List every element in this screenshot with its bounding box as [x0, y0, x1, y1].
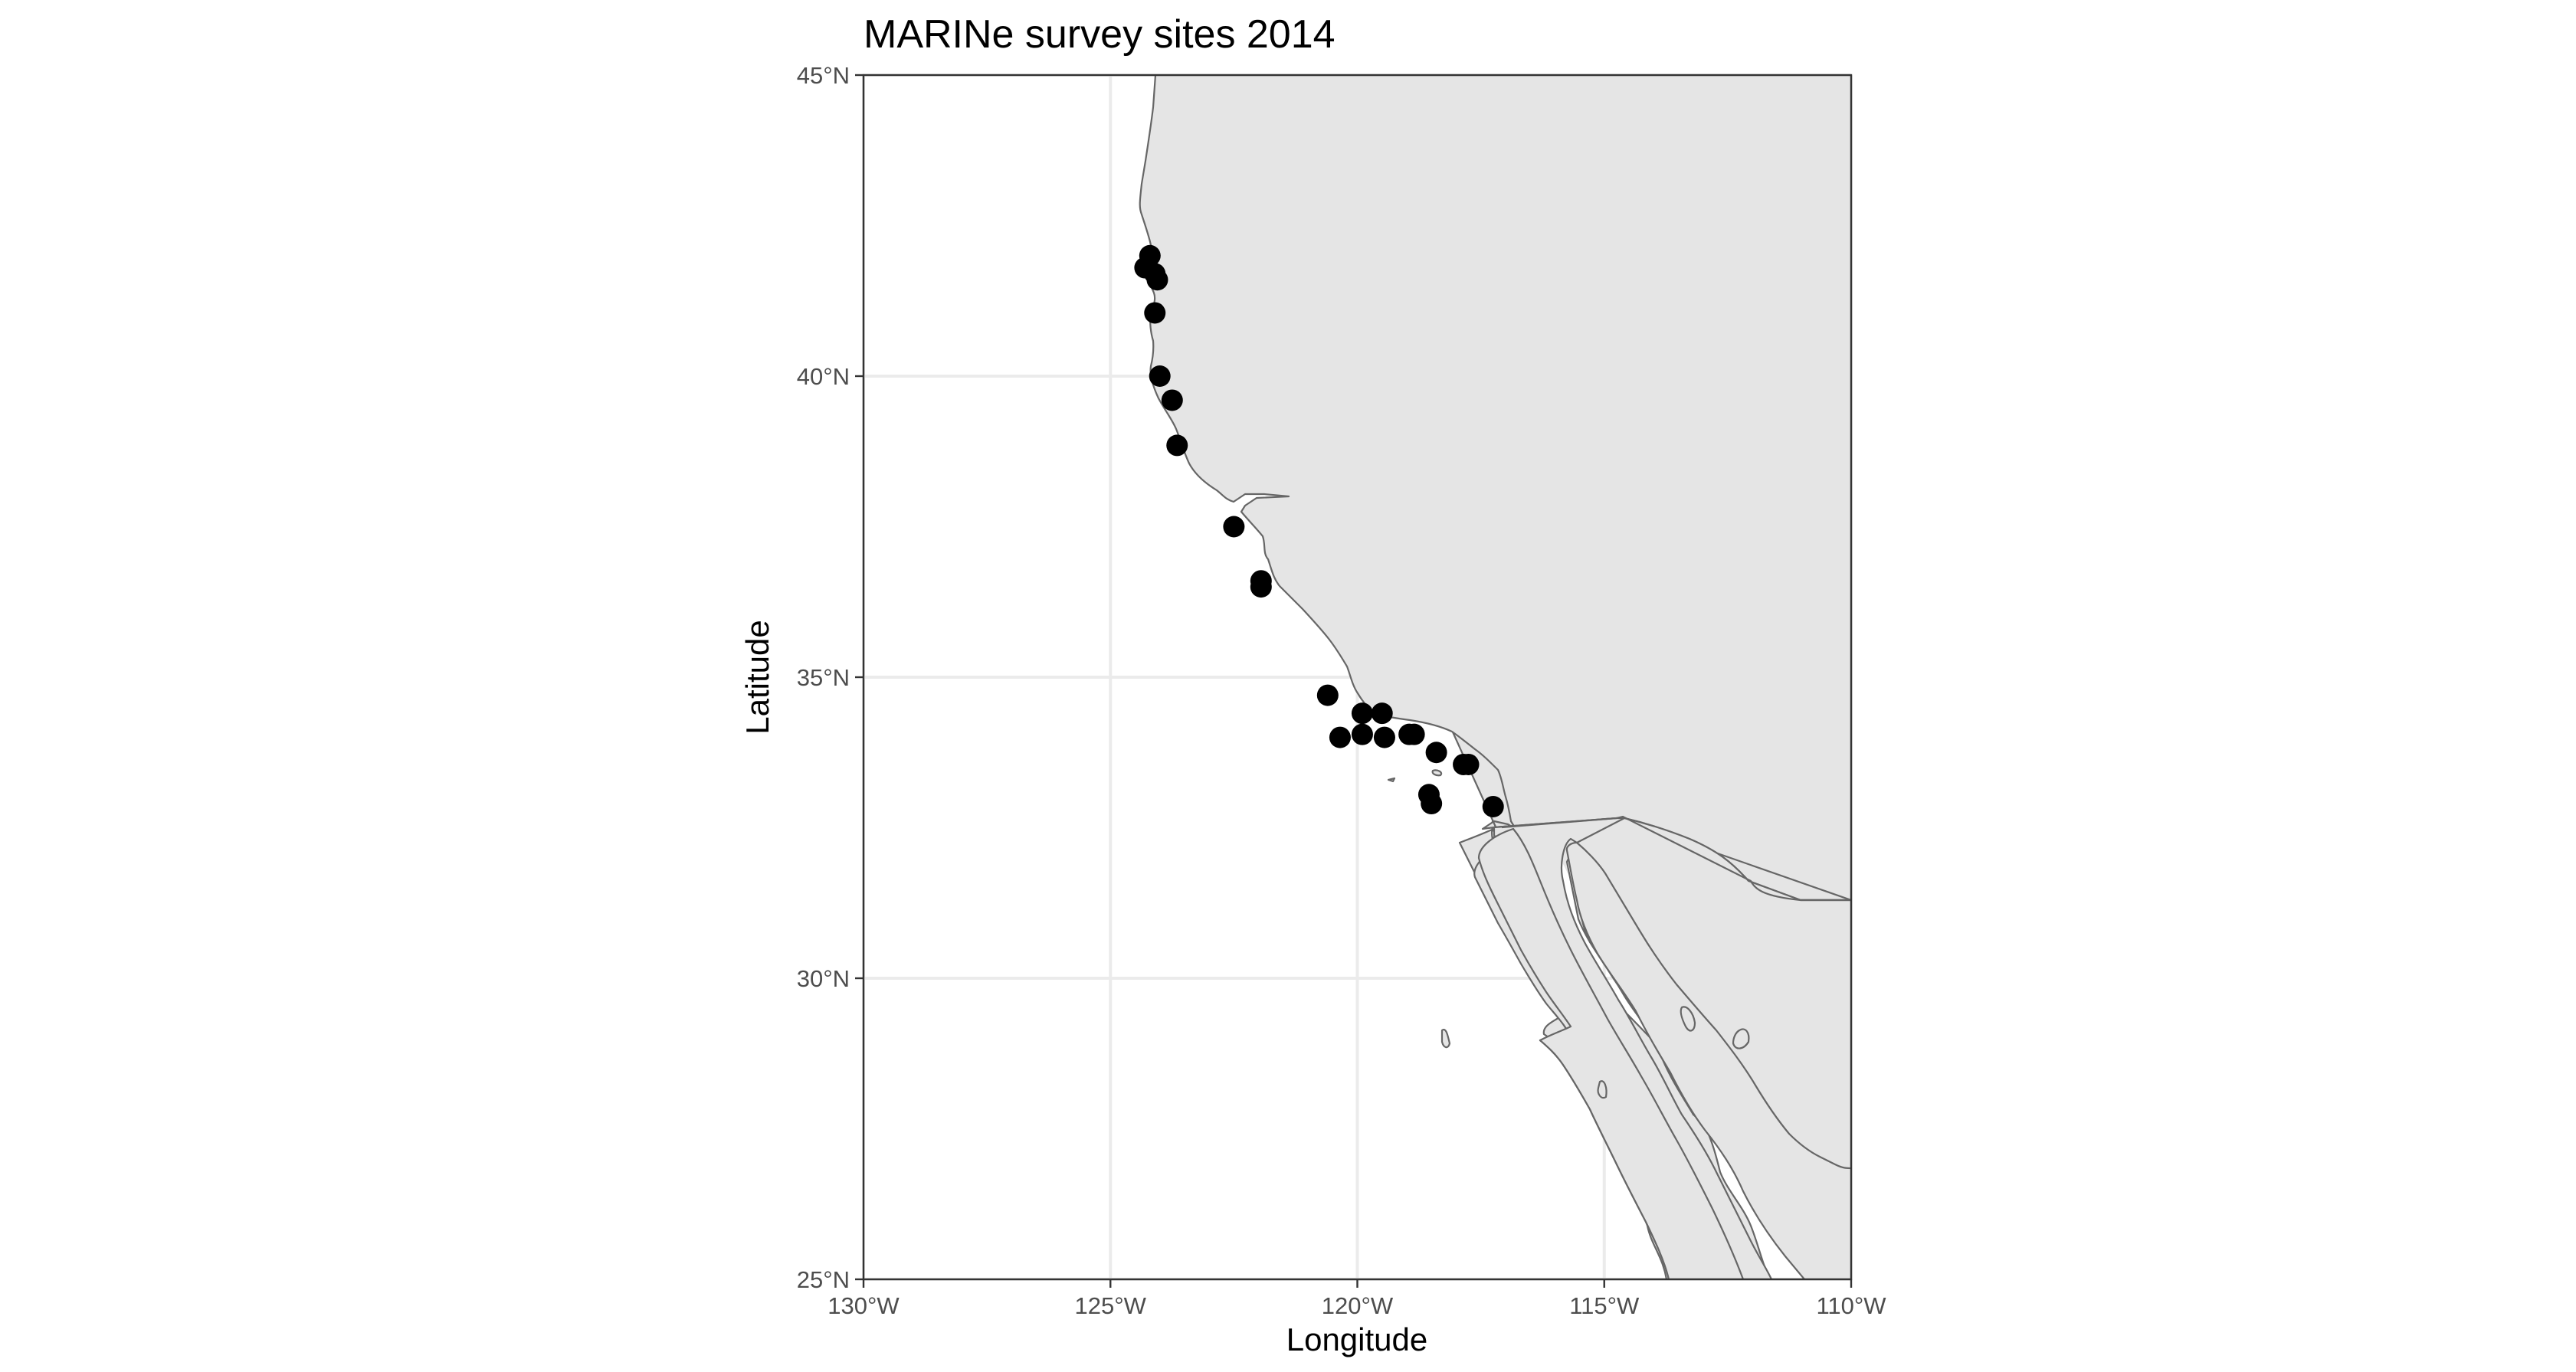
- survey-site-point-14: [1351, 723, 1373, 745]
- x-tick-label-4: 110°W: [1816, 1292, 1886, 1319]
- survey-site-point-11: [1316, 684, 1339, 706]
- y-axis: 25°N 30°N 35°N 40°N 45°N: [797, 62, 864, 1293]
- x-tick-label-1: 125°W: [1075, 1292, 1147, 1319]
- survey-site-point-7: [1166, 434, 1188, 457]
- island-tiburon: [1732, 1028, 1750, 1049]
- survey-sites: [1134, 244, 1504, 817]
- y-tick-label-3: 40°N: [797, 363, 850, 390]
- x-axis: 130°W 125°W 120°W 115°W 110°W: [828, 1279, 1886, 1319]
- survey-site-point-5: [1149, 365, 1171, 387]
- x-axis-title: Longitude: [1286, 1321, 1428, 1357]
- y-tick-label-0: 25°N: [797, 1266, 850, 1293]
- y-axis-title: Latitude: [739, 620, 775, 734]
- survey-site-point-18: [1403, 723, 1425, 745]
- mainland-mexico-coast: [1575, 817, 1851, 1170]
- survey-site-point-23: [1421, 793, 1443, 815]
- x-tick-label-3: 115°W: [1569, 1292, 1640, 1319]
- survey-site-point-3: [1146, 269, 1168, 291]
- survey-site-point-8: [1223, 516, 1245, 538]
- island-channel-1: [1387, 777, 1396, 783]
- survey-site-point-6: [1161, 389, 1183, 411]
- survey-site-point-16: [1373, 726, 1395, 748]
- survey-site-point-4: [1144, 302, 1166, 324]
- island-channel-2: [1431, 769, 1443, 777]
- island-angel-de-la-guarda: [1680, 1006, 1696, 1032]
- baja-interior: [1477, 827, 1745, 1279]
- survey-site-point-24: [1482, 795, 1504, 817]
- y-tick-label-1: 30°N: [797, 965, 850, 992]
- x-tick-label-2: 120°W: [1322, 1292, 1394, 1319]
- map-title: MARINe survey sites 2014: [864, 12, 1336, 57]
- island-guadalupe: [1440, 1028, 1451, 1049]
- survey-site-point-12: [1329, 726, 1351, 748]
- survey-site-point-21: [1457, 753, 1480, 775]
- x-tick-label-0: 130°W: [828, 1292, 900, 1319]
- survey-site-point-19: [1425, 742, 1447, 764]
- survey-site-point-10: [1250, 576, 1272, 598]
- us-mexico-border: [1501, 815, 1851, 902]
- y-tick-label-4: 45°N: [797, 62, 850, 89]
- survey-site-point-15: [1371, 702, 1393, 725]
- y-tick-label-2: 35°N: [797, 664, 850, 691]
- survey-site-point-13: [1351, 702, 1373, 725]
- island-cedros: [1597, 1080, 1608, 1099]
